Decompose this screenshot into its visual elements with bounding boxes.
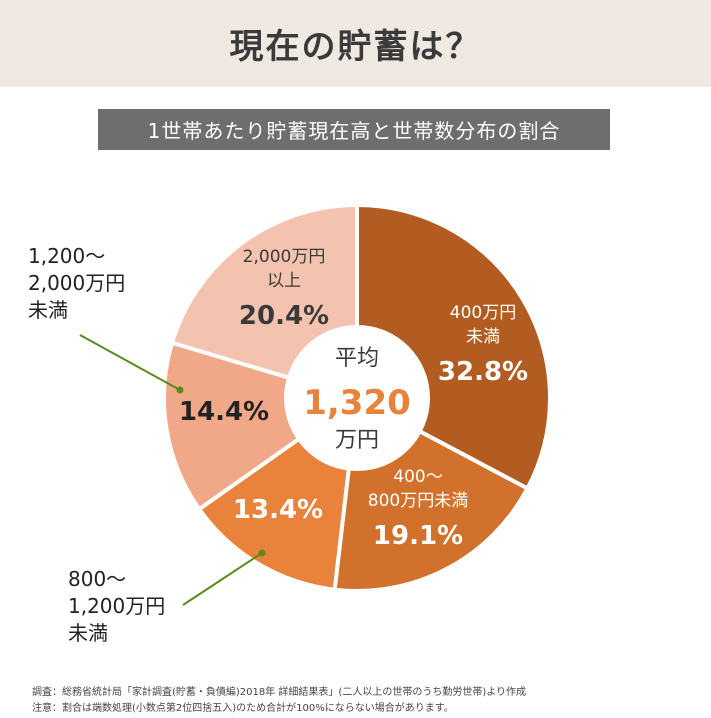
chart-subtitle: 1世帯あたり貯蓄現在高と世帯数分布の割合 <box>98 109 610 150</box>
slice-5-label-line-2: 以上 <box>267 271 301 291</box>
slice-4-label-line-2: 2,000万円 <box>28 271 125 295</box>
slice-labels: 400万円未満32.8%400～800万円未満19.1%13.4%800～1,2… <box>28 244 528 645</box>
slice-4-percent: 14.4% <box>179 397 269 427</box>
slice-4-label-line-3: 未満 <box>28 298 68 322</box>
leader-dot-slice-3 <box>258 549 266 557</box>
source-note: 調査：総務省統計局「家計調査(貯蓄・負債編)2018年 詳細結果表」(二人以上の… <box>32 687 527 698</box>
leader-lines <box>79 334 266 606</box>
center-hole <box>284 325 430 471</box>
leader-line-slice-3 <box>182 552 263 606</box>
slice-5-percent: 20.4% <box>239 301 329 331</box>
slice-1-label-line-2: 未満 <box>466 327 500 347</box>
caution-note: 注意：割合は端数処理(小数点第2位四捨五入)のため合計が100%にならない場合が… <box>32 703 454 714</box>
leader-line-slice-4 <box>79 334 181 391</box>
page-header: 現在の貯蓄は？ <box>0 0 711 87</box>
slice-2-label-line-1: 400～ <box>393 467 442 487</box>
leader-dot-slice-4 <box>176 386 184 394</box>
slice-3-percent: 13.4% <box>233 495 323 525</box>
center-label-average: 平均 <box>335 346 379 371</box>
slice-3-label-line-3: 未満 <box>68 621 108 645</box>
slice-1-label-line-1: 400万円 <box>450 303 516 323</box>
slice-3-label-line-2: 1,200万円 <box>68 594 165 618</box>
slice-4-label-line-1: 1,200～ <box>28 244 105 268</box>
slice-5-label-line-1: 2,000万円 <box>243 247 326 267</box>
slice-2-label-line-2: 800万円未満 <box>368 491 468 511</box>
page-title: 現在の貯蓄は？ <box>229 27 482 67</box>
center-average-unit: 万円 <box>335 428 379 453</box>
slice-1-percent: 32.8% <box>438 357 528 387</box>
center-average-value: 1,320 <box>303 383 411 423</box>
slice-2-percent: 19.1% <box>373 521 463 551</box>
slice-3-label-line-1: 800～ <box>68 567 126 591</box>
